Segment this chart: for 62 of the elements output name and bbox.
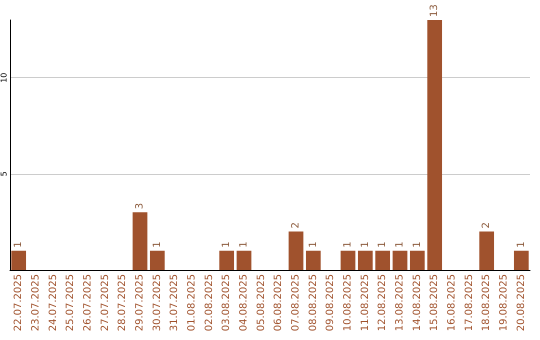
data-label: 1: [394, 241, 406, 248]
x-tick-label: 06.08.2025: [273, 274, 284, 332]
data-label: 1: [13, 241, 24, 248]
data-label: 2: [481, 222, 492, 229]
x-tick-label: 31.07.2025: [169, 274, 180, 332]
y-tick-label: 5: [0, 171, 8, 176]
x-tick-label: 26.07.2025: [82, 274, 94, 332]
bar: [514, 250, 529, 270]
x-tick-label: 02.08.2025: [204, 274, 215, 332]
x-tick-label: 15.08.2025: [429, 274, 440, 332]
bar: [219, 250, 234, 270]
data-label: 13: [429, 4, 440, 17]
x-tick-label: 09.08.2025: [325, 274, 336, 332]
data-label: 1: [308, 241, 319, 248]
x-tick-label: 10.08.2025: [342, 274, 354, 332]
x-tick-label: 19.08.2025: [498, 274, 510, 332]
data-label: 1: [238, 241, 250, 248]
data-label: 1: [342, 241, 354, 248]
data-label: 1: [412, 241, 423, 248]
bar: [150, 250, 165, 270]
bar: [306, 250, 321, 270]
bar: [410, 250, 425, 270]
x-tick-label: 23.07.2025: [30, 274, 42, 332]
x-tick-label: 01.08.2025: [186, 274, 198, 332]
bar: [288, 232, 304, 270]
x-tick-label: 13.08.2025: [394, 274, 406, 332]
bar: [236, 250, 252, 270]
x-tick-label: 11.08.2025: [360, 274, 371, 332]
data-label: 3: [134, 202, 146, 210]
x-tick-label: 17.08.2025: [464, 274, 475, 332]
x-tick-label: 29.07.2025: [134, 274, 146, 332]
x-tick-label: 03.08.2025: [221, 274, 232, 332]
y-tick-label: 10: [0, 72, 8, 83]
bar: [427, 20, 442, 270]
bar: [11, 250, 26, 270]
bar: [340, 250, 356, 270]
bar: [392, 250, 408, 270]
bar: [132, 212, 148, 270]
x-tick-label: 14.08.2025: [412, 274, 423, 332]
x-tick-label: 16.08.2025: [446, 274, 458, 332]
x-tick-label: 18.08.2025: [481, 274, 492, 332]
data-label: 1: [360, 241, 371, 248]
data-label: 1: [377, 241, 388, 248]
x-tick-label: 25.07.2025: [65, 274, 76, 332]
x-tick-label: 20.08.2025: [516, 274, 527, 332]
x-tick-label: 24.07.2025: [48, 274, 59, 332]
data-label: 1: [221, 241, 232, 248]
x-tick-label: 28.07.2025: [117, 274, 128, 332]
data-label: 1: [152, 241, 163, 248]
x-tick-label: 12.08.2025: [377, 274, 388, 332]
data-label: 2: [290, 222, 302, 229]
bar: [375, 250, 390, 270]
x-tick-label: 05.08.2025: [256, 274, 267, 332]
x-tick-label: 30.07.2025: [152, 274, 163, 332]
x-tick-label: 07.08.2025: [290, 274, 302, 332]
data-label: 1: [516, 241, 527, 248]
x-tick-label: 27.07.2025: [100, 274, 111, 332]
bar: [479, 232, 494, 270]
x-tick-label: 22.07.2025: [13, 274, 24, 332]
x-tick-label: 08.08.2025: [308, 274, 319, 332]
bar: [358, 250, 373, 270]
x-tick-label: 04.08.2025: [238, 274, 250, 332]
